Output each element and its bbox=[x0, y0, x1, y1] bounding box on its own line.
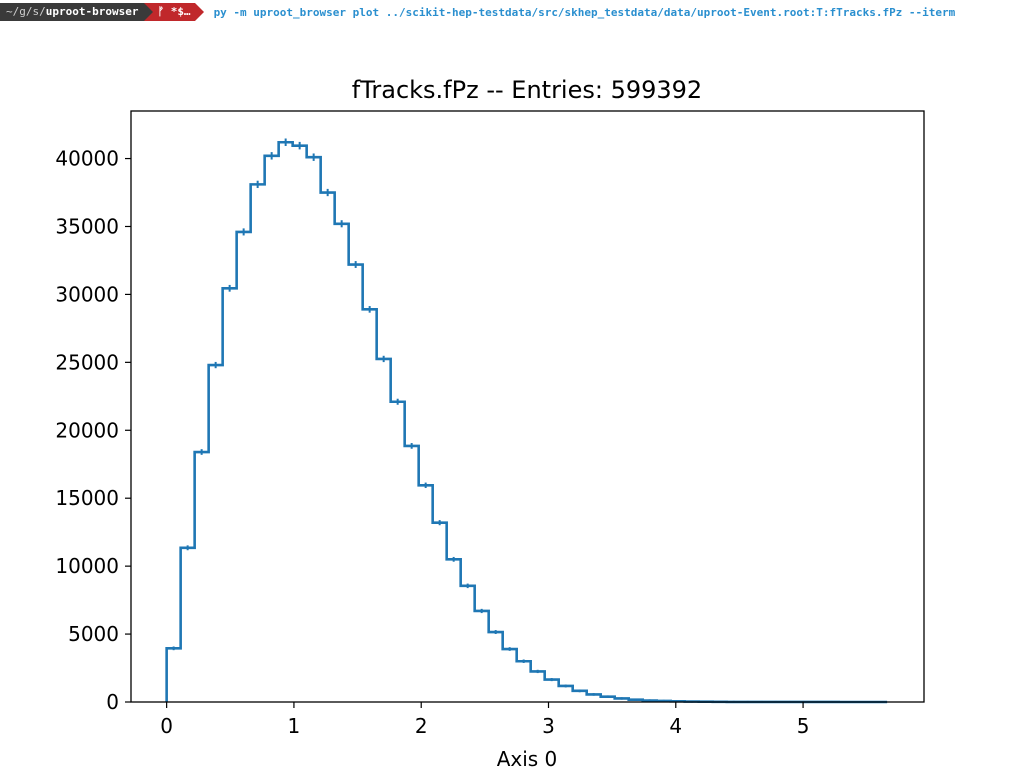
x-tick-label: 4 bbox=[669, 714, 682, 738]
git-status: ᚠ *$… bbox=[157, 5, 191, 18]
y-tick-label: 0 bbox=[106, 690, 119, 714]
prompt-separator-icon bbox=[194, 3, 204, 21]
y-tick-label: 25000 bbox=[55, 350, 119, 374]
terminal-command: py -m uproot_browser plot ../scikit-hep-… bbox=[213, 5, 956, 19]
histogram-step-line bbox=[165, 140, 888, 704]
y-tick-label: 30000 bbox=[55, 282, 119, 306]
axes-frame bbox=[130, 110, 925, 703]
prompt-path-dir: uproot-browser bbox=[45, 5, 139, 18]
prompt-path-segment: ~/g/s/uproot-browser bbox=[0, 3, 145, 21]
prompt-git-segment: ᚠ *$… bbox=[153, 3, 195, 21]
chart-title: fTracks.fPz -- Entries: 599392 bbox=[352, 76, 702, 104]
y-tick-label: 35000 bbox=[55, 214, 119, 238]
y-tick-label: 15000 bbox=[55, 486, 119, 510]
plot-area bbox=[165, 138, 888, 704]
y-tick-label: 20000 bbox=[55, 418, 119, 442]
x-tick-label: 5 bbox=[797, 714, 810, 738]
x-tick-label: 1 bbox=[288, 714, 301, 738]
x-tick-label: 0 bbox=[160, 714, 173, 738]
y-tick-label: 5000 bbox=[68, 622, 119, 646]
prompt-path-prefix: ~/g/s/ bbox=[6, 5, 46, 18]
y-tick-label: 40000 bbox=[55, 147, 119, 171]
axis-ticks: 0 1 2 3 4 5 0 5000 10000 15000 20000 25000 30000 3500… bbox=[55, 147, 809, 738]
x-tick-label: 3 bbox=[542, 714, 555, 738]
x-tick-label: 2 bbox=[415, 714, 428, 738]
x-axis-label: Axis 0 bbox=[497, 747, 558, 771]
prompt-separator-icon bbox=[144, 3, 154, 21]
y-tick-label: 10000 bbox=[55, 554, 119, 578]
terminal-prompt: ~/g/s/uproot-browser ᚠ *$… py -m uproot_… bbox=[0, 3, 1024, 21]
